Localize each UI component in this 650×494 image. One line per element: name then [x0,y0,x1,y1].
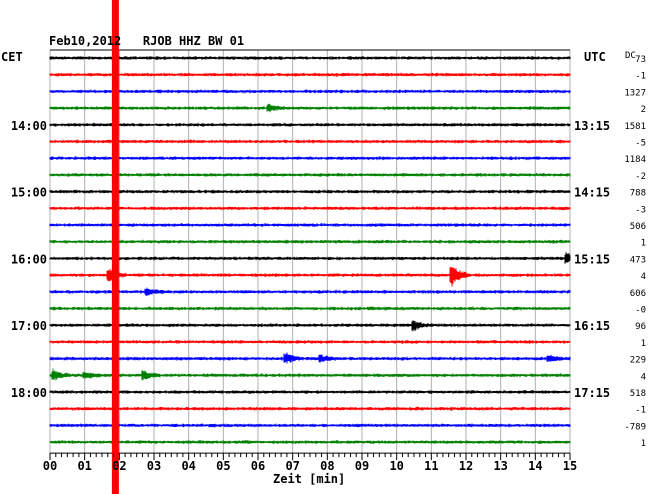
trace-10 [49,223,571,227]
right-time-label-4: 17:15 [574,386,610,400]
trace-6 [49,156,571,161]
dc-offset-2: 1327 [624,88,646,98]
x-tick-label-10: 10 [389,459,403,473]
trace-5 [49,139,571,144]
left-time-label-1: 15:00 [11,186,47,200]
trace-3 [49,103,571,113]
dc-offset-18: 229 [630,356,646,366]
x-tick-label-1: 01 [77,459,91,473]
dc-offset-22: -789 [624,422,646,432]
x-tick-label-6: 06 [251,459,265,473]
trace-4 [49,122,571,127]
dc-offset-20: 518 [630,389,646,399]
trace-1 [49,72,571,77]
left-axis-label: CET [1,50,23,64]
left-time-label-3: 17:00 [11,319,47,333]
dc-offset-14: 606 [630,289,646,299]
x-ticks: 00 01 02 03 04 05 06 07 08 09 10 11 12 13 14 15 [43,453,577,473]
marker-bar [111,0,119,494]
x-tick-label-9: 09 [355,459,369,473]
trace-12 [49,252,571,264]
dc-offset-13: 4 [641,272,646,282]
trace-0 [49,56,571,60]
right-axis-label: UTC [584,50,606,64]
trace-14 [49,287,571,296]
dc-offset-9: -3 [635,205,646,215]
dc-offset-15: -0 [635,306,646,316]
dc-offset-5: -5 [635,139,646,149]
trace-18 [49,352,571,364]
trace-9 [49,206,571,211]
dc-offset-21: -1 [635,406,646,416]
dc-offset-1: -1 [635,72,646,82]
right-time-label-3: 16:15 [574,319,610,333]
dc-offset-23: 1 [641,439,646,449]
x-tick-label-12: 12 [459,459,473,473]
trace-16 [49,320,571,332]
x-tick-label-15: 15 [563,459,577,473]
dc-offset-12: 473 [630,255,646,265]
trace-11 [49,239,571,244]
dc-offset-17: 1 [641,339,646,349]
left-time-label-4: 18:00 [11,386,47,400]
dc-offset-19: 4 [641,372,646,382]
trace-19 [49,368,571,381]
dc-offset-10: 506 [630,222,646,232]
trace-20 [49,390,571,394]
trace-2 [49,89,571,94]
x-tick-label-8: 08 [320,459,334,473]
dc-offset-3: 2 [641,105,646,115]
x-axis-label: Zeit [min] [273,472,345,486]
x-tick-label-7: 07 [285,459,299,473]
trace-15 [49,306,571,311]
chart-title: Feb10,2012 RJOB HHZ BW 01 [49,34,244,48]
x-tick-label-2: 02 [112,459,126,473]
x-tick-label-0: 00 [43,459,57,473]
trace-23 [49,440,571,445]
time-marker [111,0,119,494]
trace-22 [49,423,571,428]
x-tick-label-11: 11 [424,459,438,473]
right-time-label-0: 13:15 [574,119,610,133]
dc-offset-16: 96 [635,322,646,332]
trace-7 [49,173,571,177]
dc-header: DC [625,51,636,61]
x-tick-label-5: 05 [216,459,230,473]
dc-offset-6: 1184 [624,155,646,165]
left-time-label-0: 14:00 [11,119,47,133]
trace-8 [49,189,571,194]
dc-offset-0: 73 [635,55,646,65]
x-tick-label-3: 03 [147,459,161,473]
dc-offset-4: 1581 [624,122,646,132]
traces [49,56,571,445]
trace-21 [49,406,571,411]
right-time-label-1: 14:15 [574,186,610,200]
right-time-label-2: 15:15 [574,252,610,266]
trace-17 [49,339,571,344]
labels: Feb10,2012 RJOB HHZ BW 01 CET UTC DC Zei… [1,34,646,486]
x-tick-label-4: 04 [181,459,195,473]
left-time-label-2: 16:00 [11,252,47,266]
dc-offset-11: 1 [641,239,646,249]
x-tick-label-13: 13 [493,459,507,473]
trace-13 [49,266,571,287]
dc-offset-7: -2 [635,172,646,182]
dc-offset-8: 788 [630,189,646,199]
x-tick-label-14: 14 [528,459,542,473]
